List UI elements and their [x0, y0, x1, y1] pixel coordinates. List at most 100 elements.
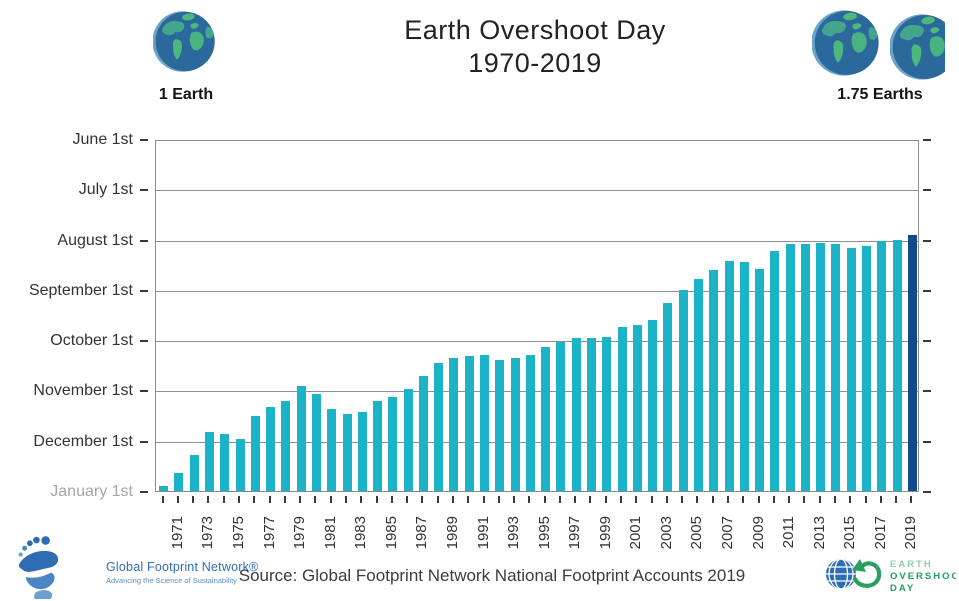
bar-1988 — [434, 362, 444, 491]
y-axis-tick-right — [923, 289, 931, 292]
bar-1999 — [602, 336, 612, 491]
bar-1976 — [250, 415, 260, 491]
bar-2010 — [770, 250, 780, 491]
gfn-logo-name: Global Footprint Network® — [106, 560, 259, 574]
bar-1990 — [464, 356, 474, 491]
x-axis-label: 1995 — [535, 516, 553, 550]
bar-2019 — [907, 234, 917, 491]
x-axis-tick — [283, 496, 286, 503]
x-axis-tick — [604, 496, 607, 503]
x-axis-tick — [345, 496, 347, 503]
source-text: Source: Global Footprint Network Nationa… — [238, 566, 746, 585]
eod-logo-line1: EARTH — [890, 559, 933, 570]
x-axis-label: 1999 — [596, 516, 614, 550]
bar-2013 — [816, 242, 826, 491]
x-axis-tick — [406, 496, 409, 503]
x-axis-label: 1989 — [443, 516, 461, 550]
x-axis-tick — [513, 496, 516, 503]
x-axis-tick — [788, 496, 791, 503]
bar-1992 — [495, 359, 505, 491]
x-axis-label: 2001 — [627, 516, 645, 550]
x-axis-tick — [757, 496, 760, 503]
bar-1986 — [403, 388, 413, 491]
x-axis-label: 1987 — [413, 516, 431, 550]
x-axis-label: 1993 — [505, 516, 523, 550]
gridline — [156, 290, 918, 292]
x-axis-label: 2009 — [749, 516, 767, 550]
x-axis-label: 2011 — [780, 516, 798, 549]
x-axis-tick — [879, 496, 882, 503]
x-axis-tick — [360, 496, 363, 503]
x-axis-tick — [864, 496, 867, 503]
eod-logo-line2: OVERSHOOT — [890, 571, 956, 582]
x-axis-tick — [238, 496, 241, 503]
gridline — [156, 240, 918, 242]
bar-1985 — [388, 397, 398, 491]
x-axis-tick — [528, 496, 531, 503]
y-axis-label: August 1st — [57, 231, 133, 249]
y-axis-label: October 1st — [50, 332, 133, 350]
earth-icon — [812, 10, 879, 76]
bar-1978 — [281, 400, 291, 491]
chart-title: Earth Overshoot Day 1970-2019 — [404, 14, 666, 80]
loop-arrow-icon — [852, 559, 882, 588]
one-point-75-earths-label: 1.75 Earths — [837, 86, 923, 103]
bar-2015 — [846, 247, 856, 491]
y-axis-tick — [140, 189, 148, 192]
x-axis-tick — [390, 496, 393, 503]
x-axis-tick — [329, 496, 332, 503]
x-axis-tick — [558, 496, 561, 503]
x-axis-tick — [650, 496, 653, 503]
plot-area — [155, 140, 919, 492]
bar-1995 — [541, 346, 551, 491]
x-axis-tick — [299, 496, 302, 503]
x-axis-tick — [574, 496, 577, 503]
bar-1994 — [525, 354, 535, 491]
y-axis-tick-right — [923, 340, 931, 343]
eod-logo-line3: DAY — [890, 583, 915, 594]
y-axis-tick — [140, 289, 148, 292]
y-axis-tick — [140, 239, 148, 242]
x-axis-tick — [176, 496, 179, 503]
x-axis-tick — [742, 496, 745, 503]
bar-1998 — [586, 338, 596, 491]
x-axis-tick — [207, 496, 210, 503]
x-axis-label: 2007 — [719, 516, 736, 550]
x-axis-tick — [436, 496, 439, 503]
x-axis-label: 1971 — [168, 516, 186, 550]
bar-1972 — [189, 455, 199, 491]
x-axis-tick — [467, 496, 470, 503]
y-axis-tick-right — [923, 390, 931, 393]
x-axis-label: 1991 — [474, 516, 492, 550]
y-axis-tick — [140, 139, 148, 141]
bar-1991 — [480, 354, 490, 491]
x-axis-label: 1997 — [566, 516, 584, 550]
gridline — [156, 441, 918, 443]
bar-1974 — [220, 434, 230, 491]
y-axis-label: January 1st — [50, 483, 133, 500]
x-axis-tick — [497, 496, 500, 503]
gfn-logo-tagline: Advancing the Science of Sustainability — [106, 576, 237, 585]
chart-title-line1: Earth Overshoot Day — [404, 15, 666, 45]
gridline — [156, 190, 918, 192]
x-axis-tick — [421, 496, 424, 503]
bar-1989 — [449, 358, 459, 491]
x-axis-tick — [314, 496, 317, 503]
y-axis-tick — [140, 390, 148, 393]
y-axis-label: June 1st — [72, 131, 133, 148]
x-axis-tick — [772, 496, 775, 503]
x-axis-label: 1973 — [199, 516, 217, 550]
bar-2004 — [678, 289, 688, 491]
x-axis-tick — [818, 496, 821, 503]
earth-overshoot-day-logo: EARTH OVERSHOOT DAY — [826, 559, 956, 594]
bar-1997 — [571, 338, 581, 491]
bar-1977 — [266, 407, 276, 491]
bar-2000 — [617, 326, 627, 491]
x-axis-tick — [253, 496, 256, 503]
bar-1975 — [235, 439, 245, 491]
bar-1987 — [418, 375, 428, 491]
x-axis-tick — [681, 496, 684, 503]
bar-1979 — [296, 385, 306, 491]
bar-1970 — [159, 486, 169, 491]
